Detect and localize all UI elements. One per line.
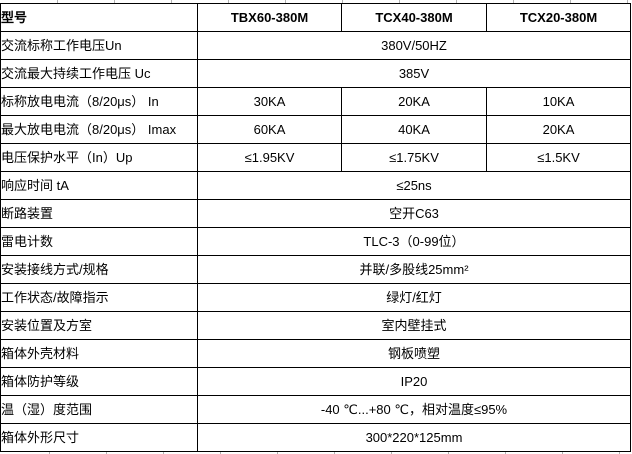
spec-value: 钢板喷塑	[197, 339, 631, 368]
table-row: 断路装置 空开C63	[0, 199, 631, 228]
row-label: 雷电计数	[0, 227, 198, 256]
table-row: 响应时间 tA ≤25ns	[0, 171, 631, 200]
table-row: 安装位置及方室 室内壁挂式	[0, 311, 631, 340]
table-row: 交流标称工作电压Un 380V/50HZ	[0, 31, 631, 60]
table-row: 最大放电电流（8/20μs） Imax 60KA 40KA 20KA	[0, 115, 631, 144]
row-label: 安装接线方式/规格	[0, 255, 198, 284]
table-row: 标称放电电流（8/20μs） In 30KA 20KA 10KA	[0, 87, 631, 116]
table-row: 温（湿）度范围 -40 ℃...+80 ℃，相对温度≤95%	[0, 395, 631, 424]
table-row: 箱体外形尺寸 300*220*125mm	[0, 423, 631, 452]
spec-value: ≤25ns	[197, 171, 631, 200]
row-label: 箱体外形尺寸	[0, 423, 198, 452]
row-label: 交流标称工作电压Un	[0, 31, 198, 60]
spec-value: 40KA	[341, 115, 487, 144]
row-label: 电压保护水平（In）Up	[0, 143, 198, 172]
spec-value: ≤1.5KV	[486, 143, 631, 172]
table-row: 安装接线方式/规格 并联/多股线25mm²	[0, 255, 631, 284]
spec-value: 20KA	[486, 115, 631, 144]
spec-value: ≤1.95KV	[197, 143, 342, 172]
table-row: 交流最大持续工作电压 Uc 385V	[0, 59, 631, 88]
spec-value: 380V/50HZ	[197, 31, 631, 60]
row-label: 断路装置	[0, 199, 198, 228]
spec-value: 室内壁挂式	[197, 311, 631, 340]
table-row: 电压保护水平（In）Up ≤1.95KV ≤1.75KV ≤1.5KV	[0, 143, 631, 172]
header-model-3: TCX20-380M	[486, 3, 631, 32]
spec-table: 型号 TBX60-380M TCX40-380M TCX20-380M 交流标称…	[0, 3, 631, 452]
spec-value: 300*220*125mm	[197, 423, 631, 452]
table-row: 箱体防护等级 IP20	[0, 367, 631, 396]
spec-value: 30KA	[197, 87, 342, 116]
row-label: 标称放电电流（8/20μs） In	[0, 87, 198, 116]
spec-value: 空开C63	[197, 199, 631, 228]
row-label: 响应时间 tA	[0, 171, 198, 200]
row-label: 温（湿）度范围	[0, 395, 198, 424]
spec-value: 385V	[197, 59, 631, 88]
row-label: 工作状态/故障指示	[0, 283, 198, 312]
spec-value: 10KA	[486, 87, 631, 116]
spec-value: 并联/多股线25mm²	[197, 255, 631, 284]
spec-value: -40 ℃...+80 ℃，相对温度≤95%	[197, 395, 631, 424]
row-label: 交流最大持续工作电压 Uc	[0, 59, 198, 88]
row-label: 箱体防护等级	[0, 367, 198, 396]
table-row: 雷电计数 TLC-3（0-99位）	[0, 227, 631, 256]
spreadsheet-gridline-ticks-bottom	[0, 451, 632, 454]
spec-value: IP20	[197, 367, 631, 396]
header-model-1: TBX60-380M	[197, 3, 342, 32]
table-header-row: 型号 TBX60-380M TCX40-380M TCX20-380M	[0, 3, 631, 32]
spec-value: TLC-3（0-99位）	[197, 227, 631, 256]
row-label: 箱体外壳材料	[0, 339, 198, 368]
table-row: 箱体外壳材料 钢板喷塑	[0, 339, 631, 368]
spec-value: 绿灯/红灯	[197, 283, 631, 312]
spreadsheet-gridline-ticks-top	[0, 0, 632, 3]
table-row: 工作状态/故障指示 绿灯/红灯	[0, 283, 631, 312]
spec-value: ≤1.75KV	[341, 143, 487, 172]
header-model-2: TCX40-380M	[341, 3, 487, 32]
row-label: 安装位置及方室	[0, 311, 198, 340]
spec-value: 20KA	[341, 87, 487, 116]
header-model-label: 型号	[0, 3, 198, 32]
spec-value: 60KA	[197, 115, 342, 144]
row-label: 最大放电电流（8/20μs） Imax	[0, 115, 198, 144]
